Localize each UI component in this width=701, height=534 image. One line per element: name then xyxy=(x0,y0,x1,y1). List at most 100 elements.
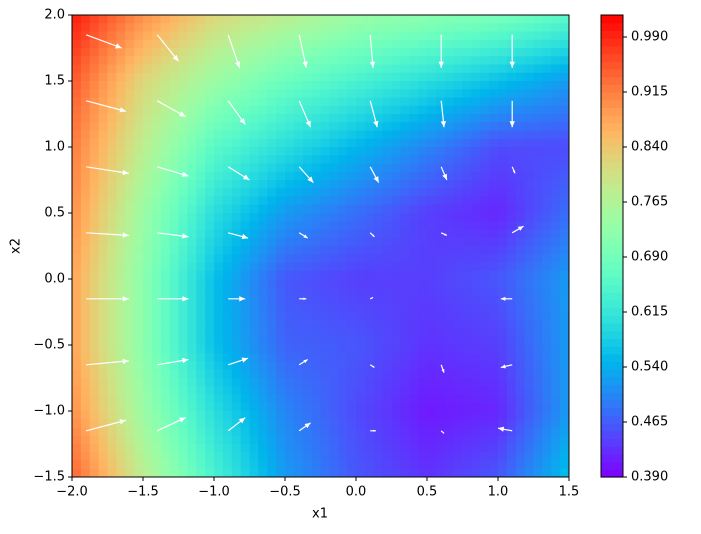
contour-cell xyxy=(249,105,259,115)
contour-cell xyxy=(125,56,135,66)
contour-cell xyxy=(107,320,117,330)
contour-cell xyxy=(462,435,472,445)
contour-cell xyxy=(515,369,526,379)
contour-cell xyxy=(214,468,224,477)
contour-cell xyxy=(382,114,393,123)
contour-cell xyxy=(205,163,215,173)
contour-cell xyxy=(400,213,410,222)
contour-cell xyxy=(435,81,446,90)
contour-cell xyxy=(187,394,197,404)
contour-cell xyxy=(338,353,348,363)
contour-cell xyxy=(151,460,162,470)
contour-cell xyxy=(98,81,109,90)
contour-cell xyxy=(311,254,322,264)
contour-cell xyxy=(338,64,348,74)
colorbar-frame xyxy=(600,14,624,478)
contour-cell xyxy=(311,213,322,222)
contour-cell xyxy=(249,97,259,107)
contour-cell xyxy=(418,23,428,33)
contour-cell xyxy=(311,246,322,255)
contour-cell xyxy=(249,336,259,346)
contour-cell xyxy=(276,56,286,66)
contour-cell xyxy=(125,155,135,165)
contour-cell xyxy=(196,48,206,57)
contour-cell xyxy=(80,402,91,412)
contour-cell xyxy=(107,105,117,115)
contour-cell xyxy=(462,386,472,396)
contour-cell xyxy=(267,138,277,148)
contour-cell xyxy=(338,246,348,255)
contour-cell xyxy=(373,386,384,396)
contour-cell xyxy=(551,89,561,99)
contour-cell xyxy=(276,402,286,412)
contour-cell xyxy=(249,39,259,49)
contour-cell xyxy=(160,114,171,123)
contour-cell xyxy=(471,419,481,429)
contour-cell xyxy=(347,213,357,222)
contour-cell xyxy=(400,89,410,99)
contour-cell xyxy=(72,15,82,24)
contour-cell xyxy=(506,254,517,264)
contour-cell xyxy=(267,122,277,132)
arrow-head xyxy=(241,357,249,363)
contour-cell xyxy=(489,196,499,206)
contour-cell xyxy=(427,452,437,462)
contour-cell xyxy=(205,452,215,462)
contour-cell xyxy=(258,221,268,231)
contour-cell xyxy=(134,56,144,66)
contour-cell xyxy=(178,320,188,330)
contour-cell xyxy=(151,378,162,387)
contour-cell xyxy=(435,246,446,255)
contour-cell xyxy=(214,155,224,165)
contour-cell xyxy=(205,31,215,41)
contour-cell xyxy=(125,188,135,198)
contour-cell xyxy=(249,386,259,396)
contour-cell xyxy=(293,23,304,33)
contour-cell xyxy=(80,15,91,24)
contour-cell xyxy=(400,48,410,57)
contour-cell xyxy=(160,460,171,470)
contour-cell xyxy=(98,171,109,181)
contour-cell xyxy=(89,23,100,33)
arrow xyxy=(86,232,129,238)
contour-cell xyxy=(338,361,348,371)
contour-cell xyxy=(560,237,569,247)
contour-cell xyxy=(285,320,295,330)
contour-cell xyxy=(542,262,552,272)
contour-cell xyxy=(302,221,313,231)
contour-cell xyxy=(498,279,508,288)
contour-cell xyxy=(364,15,375,24)
contour-cell xyxy=(160,419,171,429)
contour-cell xyxy=(89,262,100,272)
contour-cell xyxy=(320,295,330,305)
contour-cell xyxy=(489,295,499,305)
contour-cell xyxy=(551,336,561,346)
contour-cell xyxy=(258,138,268,148)
contour-cell xyxy=(382,394,393,404)
contour-cell xyxy=(515,130,526,140)
contour-cell xyxy=(98,15,109,24)
arrow xyxy=(86,166,129,176)
contour-cell xyxy=(231,254,242,264)
contour-cell xyxy=(116,138,126,148)
contour-cell xyxy=(72,138,82,148)
contour-cell xyxy=(258,353,268,363)
arrow-head xyxy=(305,120,311,128)
contour-cell xyxy=(409,378,419,387)
contour-cell xyxy=(178,105,188,115)
contour-cell xyxy=(515,460,526,470)
contour-cell xyxy=(480,295,490,305)
contour-cell xyxy=(240,221,251,231)
contour-cell xyxy=(320,369,330,379)
contour-cell xyxy=(285,221,295,231)
contour-cell xyxy=(373,147,384,156)
contour-cell xyxy=(107,345,117,354)
contour-cell xyxy=(311,188,322,198)
colorbar-band xyxy=(601,269,623,278)
arrow-head xyxy=(498,426,505,432)
contour-cell xyxy=(427,378,437,387)
arrow-head xyxy=(303,359,308,364)
contour-cell xyxy=(169,213,180,222)
contour-cell xyxy=(178,188,188,198)
y-tick-label: 1.5 xyxy=(44,74,65,89)
